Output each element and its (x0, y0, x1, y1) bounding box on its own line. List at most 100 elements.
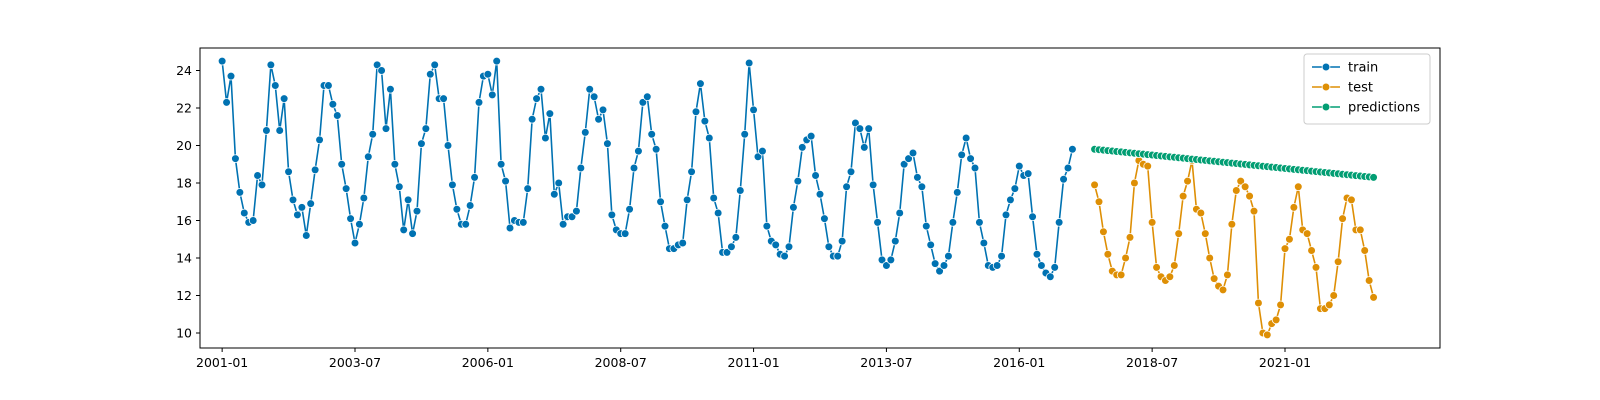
point-test (1311, 263, 1321, 272)
point-test (1329, 291, 1339, 300)
plot-area-frame (199, 47, 1441, 349)
point-train (1010, 184, 1020, 193)
point-train (877, 255, 887, 265)
point-train (1068, 144, 1077, 154)
point-test (1240, 182, 1250, 192)
point-train (461, 219, 471, 229)
point-train (408, 229, 417, 238)
point-train (443, 141, 453, 150)
point-test (1276, 300, 1285, 310)
point-train (483, 69, 493, 79)
legend-swatch-marker (1321, 62, 1331, 72)
legend-swatch-marker (1321, 102, 1331, 112)
point-test (1369, 293, 1378, 302)
point-train (961, 133, 971, 143)
point-train (758, 146, 767, 156)
point-train (970, 163, 980, 173)
point-train (709, 193, 719, 203)
point-train (997, 251, 1006, 261)
series-test (1090, 156, 1378, 340)
point-train (913, 173, 922, 182)
point-train (682, 195, 692, 205)
point-train (704, 133, 714, 143)
y-tick-label: 22 (176, 101, 192, 116)
point-train (222, 98, 231, 107)
point-test (1360, 246, 1370, 255)
point-train (784, 242, 794, 252)
point-train (700, 116, 710, 126)
x-tick-label: 2003-07 (329, 355, 381, 370)
point-test (1231, 186, 1241, 195)
point-train (572, 206, 581, 216)
point-train (532, 94, 541, 103)
point-train (992, 261, 1002, 270)
point-train (279, 94, 289, 103)
point-train (651, 144, 661, 154)
y-tick-label: 18 (176, 176, 192, 191)
point-train (603, 139, 612, 148)
point-test (1254, 298, 1263, 308)
point-test (1364, 276, 1374, 285)
point-train (505, 223, 515, 233)
point-train (713, 208, 723, 218)
point-train (634, 146, 643, 156)
point-train (567, 212, 577, 222)
point-train (363, 152, 373, 162)
y-tick-label: 10 (176, 326, 192, 341)
point-test (1103, 249, 1113, 259)
x-axis: 2001-01 2003-07 2006-01 2008-07 2011-01 2013-… (196, 348, 1311, 370)
point-train (328, 99, 338, 109)
point-test (1094, 197, 1104, 207)
point-train (381, 124, 391, 133)
x-tick-label: 2018-07 (1126, 355, 1178, 370)
point-test (1236, 176, 1246, 186)
point-test (1196, 208, 1206, 218)
point-test (1169, 261, 1179, 270)
point-train (727, 242, 736, 252)
x-tick-label: 2013-07 (860, 355, 912, 370)
point-train (350, 238, 360, 248)
point-train (780, 251, 789, 261)
point-train (253, 171, 262, 180)
point-train (975, 218, 984, 227)
point-train (771, 240, 781, 250)
y-tick-label: 14 (176, 251, 192, 266)
point-train (851, 118, 860, 128)
point-train (740, 129, 750, 139)
point-test (1205, 253, 1215, 263)
point-train (448, 180, 457, 190)
x-tick-label: 2006-01 (462, 355, 514, 370)
point-test (1125, 233, 1135, 242)
point-train (864, 124, 874, 133)
point-train (585, 84, 595, 94)
legend-label: test (1348, 81, 1373, 96)
legend-swatch-marker (1321, 82, 1331, 92)
point-train (377, 66, 386, 75)
point-train (979, 238, 989, 248)
point-train (930, 259, 940, 268)
point-train (917, 182, 927, 192)
x-tick-label: 2011-01 (727, 355, 779, 370)
point-train (452, 204, 462, 214)
point-train (239, 208, 249, 218)
point-train (811, 171, 820, 180)
point-test (1223, 270, 1232, 280)
point-train (833, 251, 843, 261)
point-test (1090, 180, 1099, 190)
point-train (886, 255, 896, 265)
point-train (523, 184, 533, 193)
point-test (1152, 263, 1161, 272)
point-train (465, 201, 475, 210)
point-train (904, 154, 913, 163)
point-train (231, 154, 240, 163)
x-tick-label: 2021-01 (1259, 355, 1311, 370)
point-test (1289, 203, 1299, 212)
point-train (399, 225, 409, 235)
point-train (226, 71, 236, 81)
point-train (855, 124, 865, 133)
point-train (558, 219, 568, 229)
point-train (696, 79, 705, 88)
point-train (355, 219, 364, 229)
point-train (731, 233, 741, 242)
point-train (284, 167, 293, 177)
